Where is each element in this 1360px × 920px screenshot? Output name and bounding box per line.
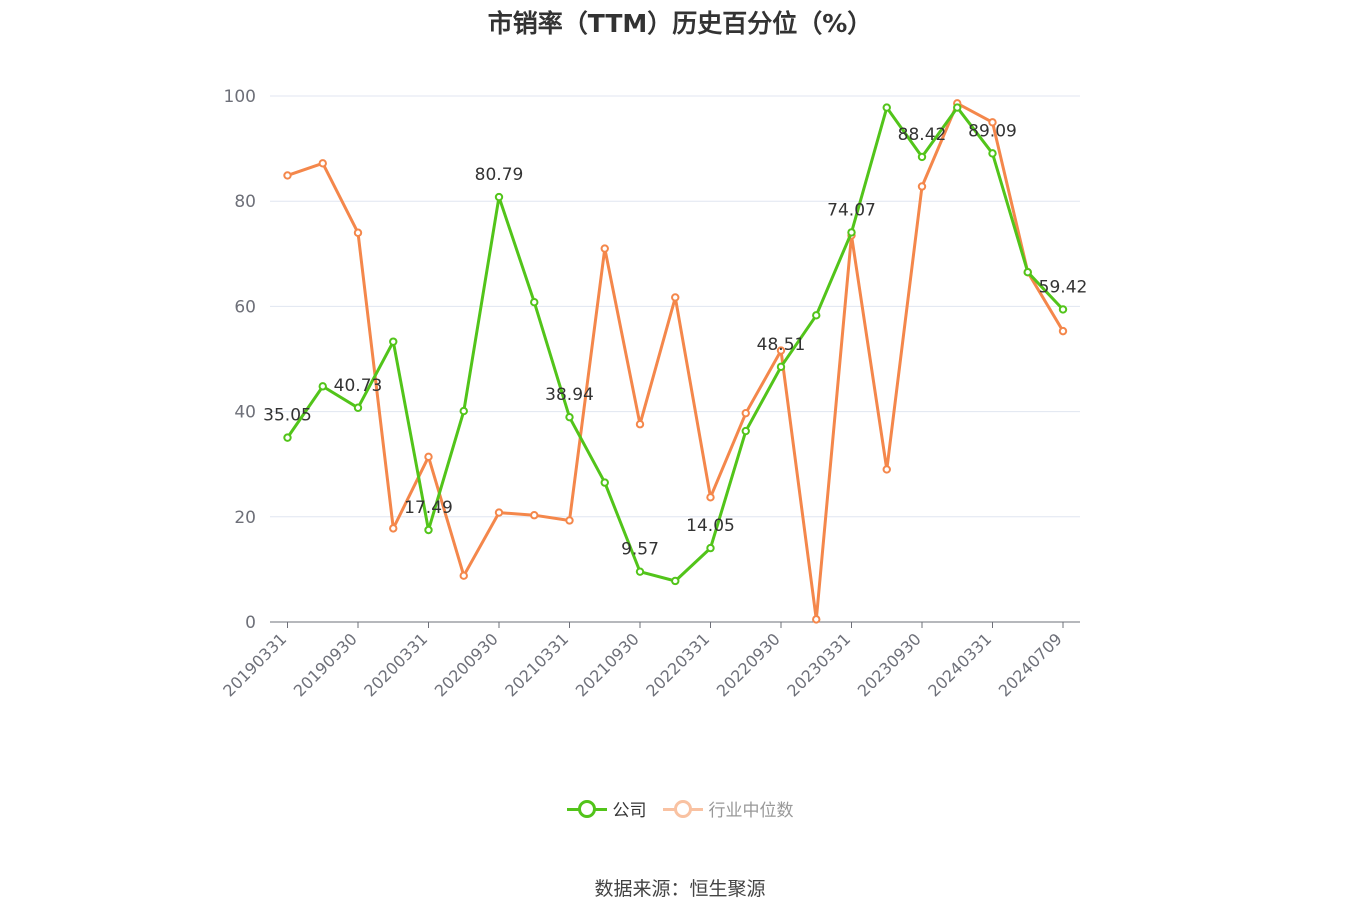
- data-label: 38.94: [545, 385, 594, 405]
- y-tick-label: 20: [234, 508, 256, 528]
- data-point: [459, 406, 468, 416]
- data-point: [812, 615, 821, 624]
- data-point: [706, 493, 715, 502]
- x-tick-label: 20220331: [642, 629, 713, 700]
- data-point: [741, 408, 750, 418]
- data-point: [530, 511, 539, 520]
- data-point: [494, 192, 504, 202]
- data-point: [1058, 326, 1068, 336]
- series-line: [287, 101, 1065, 621]
- legend-label: 行业中位数: [708, 801, 794, 821]
- data-label: 40.73: [334, 376, 383, 396]
- data-point: [671, 293, 680, 302]
- data-point: [635, 420, 645, 429]
- data-point: [706, 543, 715, 553]
- data-point: [917, 152, 927, 162]
- x-tick-label: 20190930: [290, 629, 361, 700]
- data-point: [318, 382, 327, 391]
- data-point: [424, 525, 433, 535]
- data-point: [565, 516, 574, 525]
- data-source: 数据来源：恒生聚源: [594, 878, 766, 900]
- x-tick-label: 20240709: [995, 629, 1066, 700]
- chart-title: 市销率（TTM）历史百分位（%）: [487, 9, 873, 38]
- data-label: 35.05: [263, 406, 312, 426]
- data-point: [776, 362, 786, 372]
- data-point: [882, 103, 891, 112]
- data-point: [1058, 305, 1068, 314]
- data-label: 9.57: [621, 540, 659, 560]
- data-point: [318, 159, 327, 168]
- data-label: 74.07: [827, 200, 876, 220]
- data-point: [283, 433, 292, 442]
- data-label: 17.49: [404, 498, 453, 518]
- data-point: [353, 228, 363, 237]
- data-point: [283, 171, 292, 180]
- data-point: [353, 403, 363, 412]
- legend-item-industry-median[interactable]: 行业中位数: [662, 796, 794, 821]
- x-tick-label: 20190331: [219, 629, 290, 700]
- data-point: [424, 452, 433, 462]
- data-label: 59.42: [1039, 277, 1088, 297]
- data-point: [600, 478, 609, 487]
- data-point: [988, 118, 997, 127]
- data-point: [565, 412, 574, 422]
- data-point: [389, 524, 398, 533]
- legend: 公司 行业中位数: [0, 796, 1360, 821]
- data-point: [917, 182, 927, 191]
- data-point: [459, 571, 468, 580]
- data-point: [1023, 268, 1032, 277]
- data-point: [776, 346, 786, 355]
- data-point: [882, 465, 891, 474]
- data-point: [953, 103, 962, 112]
- data-point: [812, 311, 821, 320]
- legend-item-company[interactable]: 公司: [566, 796, 647, 821]
- legend-line-circle-icon: [662, 799, 703, 819]
- data-point: [847, 228, 856, 237]
- legend-line-circle-icon: [566, 799, 607, 819]
- data-label: 14.05: [686, 516, 735, 536]
- y-tick-label: 80: [234, 192, 256, 212]
- data-point: [635, 567, 645, 576]
- data-labels: 35.05 40.73 17.49 80.79 38.94 9.57 14.05 48.51 7…: [263, 121, 1087, 559]
- x-tick-label: 20200331: [360, 629, 431, 700]
- y-tick-label: 60: [234, 297, 256, 317]
- data-label: 48.51: [757, 335, 806, 355]
- data-point: [494, 508, 504, 517]
- legend-label: 公司: [612, 801, 647, 821]
- data-point: [671, 576, 680, 586]
- x-tick-label: 20220930: [713, 629, 784, 700]
- y-tick-label: 100: [224, 87, 256, 107]
- y-tick-label: 40: [234, 403, 256, 423]
- data-label: 89.09: [968, 121, 1017, 141]
- data-point: [988, 149, 997, 158]
- data-label: 88.42: [898, 125, 947, 145]
- x-tick-label: 20230930: [854, 629, 925, 700]
- x-tick-label: 20200930: [431, 629, 502, 700]
- data-point: [741, 426, 750, 436]
- data-point: [530, 297, 539, 307]
- series-lines: [283, 99, 1068, 624]
- data-point: [600, 244, 609, 253]
- y-tick-label: 0: [245, 613, 256, 633]
- x-tick-label: 20210331: [501, 629, 572, 700]
- data-label: 80.79: [475, 165, 524, 185]
- x-tick-label: 20240331: [924, 629, 995, 700]
- grid-lines: [270, 95, 1080, 518]
- x-tick-label: 20230331: [783, 629, 854, 700]
- data-point: [389, 337, 398, 346]
- x-tick-label: 20210930: [572, 629, 643, 700]
